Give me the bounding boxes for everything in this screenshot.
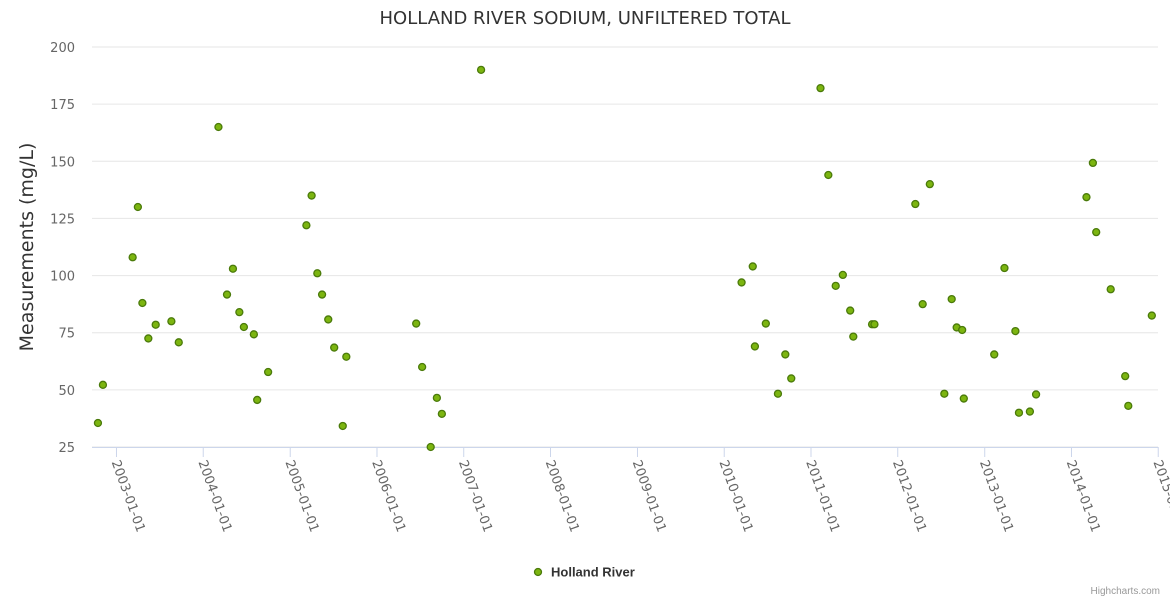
data-point[interactable] <box>214 122 223 132</box>
data-point[interactable] <box>426 442 435 452</box>
data-point[interactable] <box>437 409 447 419</box>
legend-label[interactable]: Holland River <box>551 565 635 580</box>
data-point[interactable] <box>302 221 311 230</box>
data-point[interactable] <box>1031 390 1041 399</box>
data-points <box>93 65 1156 452</box>
data-point[interactable] <box>990 350 999 359</box>
data-point[interactable] <box>93 418 103 428</box>
data-point[interactable] <box>1121 371 1130 381</box>
data-point[interactable] <box>940 389 949 398</box>
data-point[interactable] <box>128 253 137 262</box>
data-point[interactable] <box>748 262 757 271</box>
legend[interactable]: Holland River <box>533 565 635 580</box>
data-point[interactable] <box>239 322 249 332</box>
data-point[interactable] <box>307 191 316 200</box>
y-axis-label: Measurements (mg/L) <box>16 143 38 352</box>
data-point[interactable] <box>222 290 232 299</box>
data-point[interactable] <box>1000 263 1009 273</box>
data-point[interactable] <box>174 338 183 347</box>
y-tick-label: 25 <box>58 441 75 456</box>
data-point[interactable] <box>1124 401 1133 411</box>
data-point[interactable] <box>342 352 351 361</box>
y-tick-label: 125 <box>50 212 75 227</box>
data-point[interactable] <box>846 306 855 315</box>
data-point[interactable] <box>330 343 339 352</box>
y-tick-label: 100 <box>50 270 75 285</box>
chart-title: HOLLAND RIVER SODIUM, UNFILTERED TOTAL <box>380 8 791 29</box>
data-point[interactable] <box>958 325 967 335</box>
data-point[interactable] <box>831 281 840 291</box>
data-point[interactable] <box>870 320 879 329</box>
data-point[interactable] <box>911 199 920 209</box>
data-point[interactable] <box>263 367 273 377</box>
data-point[interactable] <box>317 290 327 299</box>
legend-marker-icon[interactable] <box>533 567 543 577</box>
y-tick-label: 50 <box>58 384 75 399</box>
data-point[interactable] <box>235 307 244 317</box>
data-point[interactable] <box>947 294 956 304</box>
data-point[interactable] <box>838 270 847 280</box>
data-point[interactable] <box>849 332 858 341</box>
data-point[interactable] <box>1014 408 1024 417</box>
data-point[interactable] <box>816 83 825 93</box>
data-point[interactable] <box>1025 407 1035 416</box>
data-point[interactable] <box>773 389 783 398</box>
data-point[interactable] <box>1088 158 1098 168</box>
data-point[interactable] <box>228 264 238 273</box>
y-tick-label: 75 <box>58 327 75 342</box>
data-point[interactable] <box>918 299 927 309</box>
data-point[interactable] <box>1082 193 1091 202</box>
data-point[interactable] <box>417 362 427 372</box>
data-point[interactable] <box>925 179 934 189</box>
data-point[interactable] <box>1106 285 1115 294</box>
data-point[interactable] <box>750 342 760 351</box>
data-point[interactable] <box>787 374 796 383</box>
data-point[interactable] <box>1092 227 1101 237</box>
data-point[interactable] <box>138 298 147 308</box>
y-tick-label: 200 <box>50 41 75 56</box>
data-point[interactable] <box>761 319 770 328</box>
data-point[interactable] <box>1147 311 1156 320</box>
data-point[interactable] <box>253 395 262 405</box>
data-point[interactable] <box>432 393 442 403</box>
credits-link[interactable]: Highcharts.com <box>1091 586 1160 597</box>
data-point[interactable] <box>249 330 259 339</box>
data-point[interactable] <box>781 350 790 359</box>
data-point[interactable] <box>313 269 322 278</box>
y-axis-ticks: 25 50 75 100 125 150 175 200 <box>50 41 75 456</box>
y-tick-label: 150 <box>50 155 75 170</box>
data-point[interactable] <box>959 394 968 403</box>
data-point[interactable] <box>338 421 347 431</box>
data-point[interactable] <box>133 202 143 212</box>
data-point[interactable] <box>98 380 108 389</box>
data-point[interactable] <box>1011 326 1020 336</box>
data-point[interactable] <box>144 334 153 343</box>
data-point[interactable] <box>324 315 333 324</box>
y-tick-label: 175 <box>50 98 75 113</box>
data-point[interactable] <box>824 170 833 180</box>
data-point[interactable] <box>476 65 486 75</box>
data-point[interactable] <box>151 320 160 329</box>
data-point[interactable] <box>167 317 176 326</box>
data-point[interactable] <box>737 278 746 287</box>
data-point[interactable] <box>412 319 421 328</box>
